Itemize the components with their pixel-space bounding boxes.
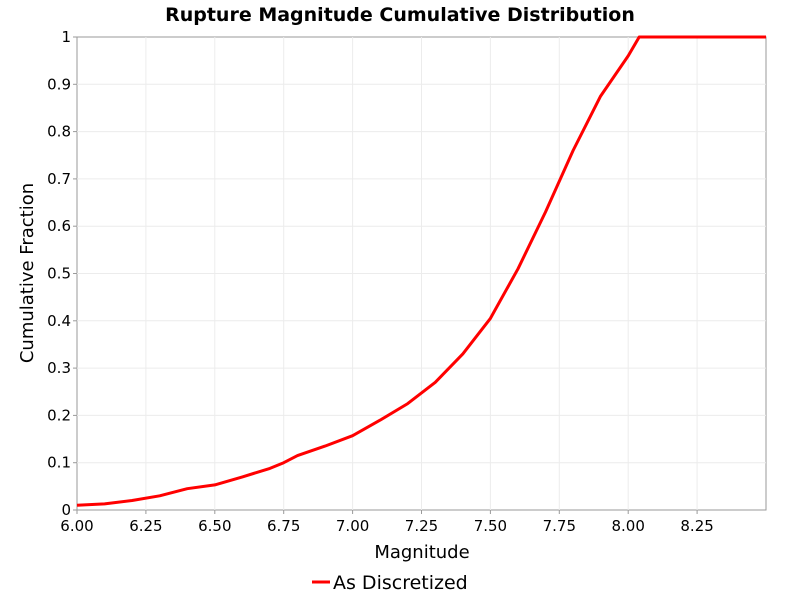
x-tick-label: 8.25 <box>680 517 713 535</box>
y-tick-label: 1 <box>61 28 71 46</box>
y-tick-label: 0.9 <box>47 75 71 93</box>
grid <box>77 37 766 510</box>
x-tick-label: 8.00 <box>611 517 644 535</box>
x-tick-label: 6.25 <box>129 517 162 535</box>
y-axis-ticks: 0 0.1 0.2 0.3 0.4 0.5 0.6 0.7 0.8 0.9 1 <box>47 28 77 519</box>
legend-label: As Discretized <box>333 572 468 594</box>
x-axis-label: Magnitude <box>374 542 469 563</box>
y-tick-label: 0.6 <box>47 217 71 235</box>
series-line-as-discretized <box>76 35 766 507</box>
y-tick-label: 0 <box>61 501 71 519</box>
y-tick-label: 0.3 <box>47 359 71 377</box>
x-tick-label: 7.00 <box>336 517 369 535</box>
y-axis-label: Cumulative Fraction <box>17 183 38 363</box>
x-tick-label: 7.50 <box>474 517 507 535</box>
y-tick-label: 0.8 <box>47 123 71 141</box>
y-tick-label: 0.7 <box>47 170 71 188</box>
x-tick-label: 6.00 <box>60 517 93 535</box>
x-tick-label: 7.75 <box>543 517 576 535</box>
x-tick-label: 6.50 <box>198 517 231 535</box>
series-group <box>76 35 766 507</box>
y-tick-label: 0.1 <box>47 454 71 472</box>
y-tick-label: 0.5 <box>47 265 71 283</box>
legend: As Discretized <box>312 572 468 594</box>
y-tick-label: 0.2 <box>47 406 71 424</box>
x-tick-label: 7.25 <box>405 517 438 535</box>
chart-title: Rupture Magnitude Cumulative Distributio… <box>165 4 635 26</box>
y-tick-label: 0.4 <box>47 312 71 330</box>
x-axis-ticks: 6.00 6.25 6.50 6.75 7.00 7.25 7.50 7.75 8.00 8.25 <box>60 510 714 535</box>
x-tick-label: 6.75 <box>267 517 300 535</box>
